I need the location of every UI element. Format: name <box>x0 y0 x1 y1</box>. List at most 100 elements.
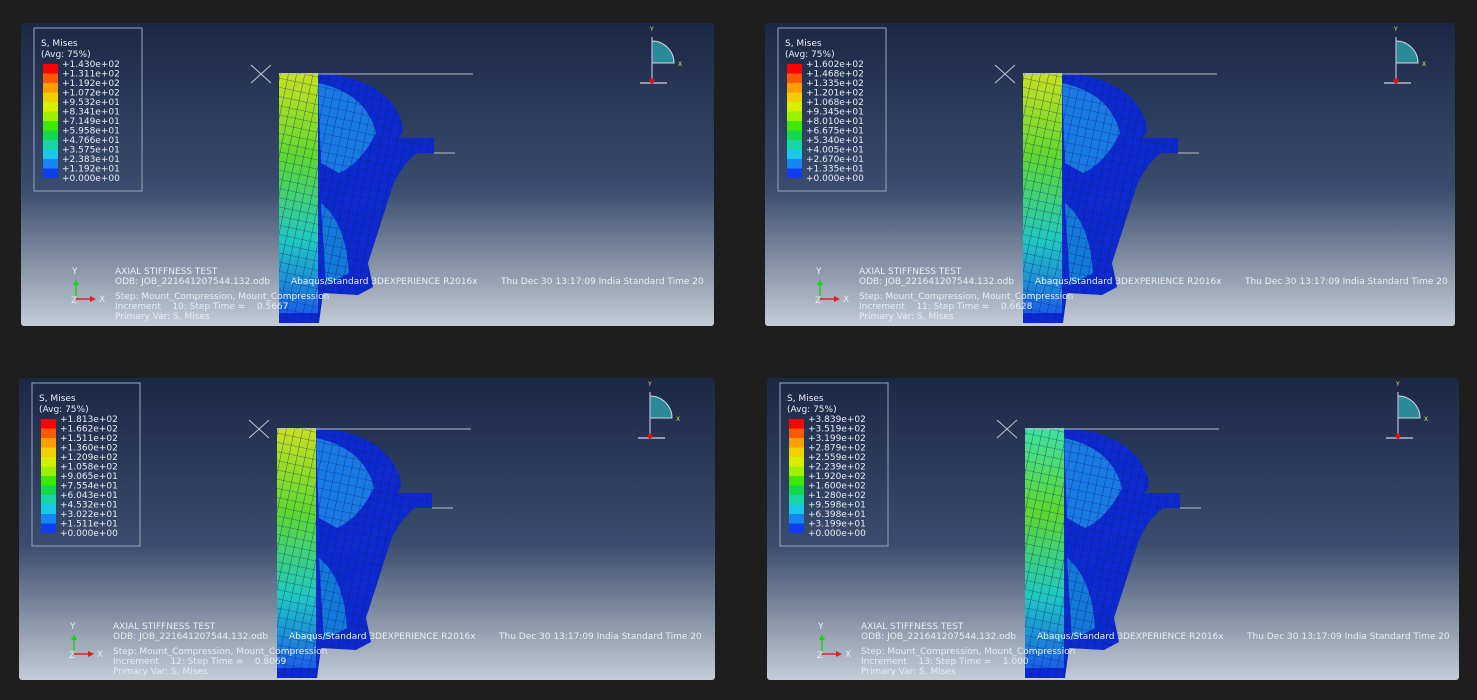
legend-value: +8.010e+01 <box>806 117 864 127</box>
legend-value: +3.839e+02 <box>808 415 866 425</box>
legend-swatch <box>43 111 58 121</box>
view-triad-sector <box>651 40 675 64</box>
legend-swatch <box>43 102 58 112</box>
info-increment: Increment 11: Step Time = 0.6628 <box>859 302 1033 312</box>
triad-x-head <box>834 296 840 302</box>
info-odb: ODB: JOB_221641207544.132.odb <box>859 277 1014 287</box>
info-primary-var: Primary Var: S, Mises <box>861 667 956 677</box>
triad-y-head <box>819 634 825 640</box>
legend-value: +2.670e+01 <box>806 155 864 165</box>
mesh <box>277 428 432 678</box>
legend-swatch <box>41 447 56 457</box>
info-solver: Abaqus/Standard 3DEXPERIENCE R2016x <box>291 277 478 287</box>
info-primary-var: Primary Var: S, Mises <box>113 667 208 677</box>
triad-x-head <box>88 651 94 657</box>
info-date: Thu Dec 30 13:17:09 India Standard Time … <box>1244 277 1448 287</box>
legend-value: +9.065e+01 <box>60 472 118 482</box>
legend-swatch <box>787 111 802 121</box>
legend-swatch <box>41 514 56 524</box>
info-increment: Increment 13: Step Time = 1.000 <box>861 657 1029 667</box>
legend-value: +3.575e+01 <box>62 146 120 156</box>
legend-swatch <box>41 419 56 429</box>
legend-swatch <box>43 149 58 159</box>
legend-swatch <box>789 466 804 476</box>
legend-value: +1.058e+02 <box>60 463 118 473</box>
legend-avg: (Avg: 75%) <box>785 50 835 60</box>
viewport: S, Mises(Avg: 75%)+1.813e+02+1.662e+02+1… <box>19 378 715 680</box>
triad-x: X <box>97 650 103 660</box>
info-title: AXIAL STIFFNESS TEST <box>859 267 962 277</box>
legend-value: +1.468e+02 <box>806 70 864 80</box>
info-odb: ODB: JOB_221641207544.132.odb <box>115 277 270 287</box>
legend-swatch <box>787 64 802 74</box>
info-solver: Abaqus/Standard 3DEXPERIENCE R2016x <box>1035 277 1222 287</box>
view-triad-y: Y <box>1395 381 1400 388</box>
triad-x-head <box>836 651 842 657</box>
legend-value: +5.340e+01 <box>806 136 864 146</box>
legend-value: +9.345e+01 <box>806 108 864 118</box>
legend-value: +1.813e+02 <box>60 415 118 425</box>
view-triad-y: Y <box>649 26 654 33</box>
triad-y: Y <box>815 267 822 277</box>
legend-swatch <box>787 73 802 83</box>
legend-value: +0.000e+00 <box>808 529 866 539</box>
triad-z: Z <box>69 651 75 661</box>
legend-swatch <box>43 73 58 83</box>
legend-swatch <box>41 485 56 495</box>
legend-swatch <box>787 140 802 150</box>
triad-x: X <box>845 650 851 660</box>
legend-swatch <box>789 523 804 533</box>
view-triad-dot <box>1393 78 1399 84</box>
legend-value: +4.766e+01 <box>62 136 120 146</box>
legend-swatch <box>789 495 804 505</box>
legend-swatch <box>43 168 58 178</box>
legend-value: +2.383e+01 <box>62 155 120 165</box>
triad-x-head <box>90 296 96 302</box>
triad-x: X <box>843 295 849 305</box>
legend-value: +9.532e+01 <box>62 98 120 108</box>
info-date: Thu Dec 30 13:17:09 India Standard Time … <box>1246 632 1450 642</box>
legend-swatch <box>789 457 804 467</box>
legend-value: +0.000e+00 <box>806 174 864 184</box>
legend-value: +2.559e+02 <box>808 453 866 463</box>
legend-swatch <box>43 140 58 150</box>
legend-avg: (Avg: 75%) <box>41 50 91 60</box>
legend-box <box>777 27 887 192</box>
legend-swatch <box>787 83 802 93</box>
legend-value: +1.511e+01 <box>60 520 118 530</box>
triad-y: Y <box>71 267 78 277</box>
view-triad-x: X <box>1424 416 1428 423</box>
legend-value: +1.430e+02 <box>62 60 120 70</box>
legend-swatch <box>787 159 802 169</box>
info-title: AXIAL STIFFNESS TEST <box>861 622 964 632</box>
info-odb: ODB: JOB_221641207544.132.odb <box>861 632 1016 642</box>
legend-value: +6.675e+01 <box>806 127 864 137</box>
legend-value: +0.000e+00 <box>62 174 120 184</box>
legend-value: +9.598e+01 <box>808 501 866 511</box>
triad-y: Y <box>69 622 76 632</box>
legend-value: +6.043e+01 <box>60 491 118 501</box>
legend-avg: (Avg: 75%) <box>39 405 89 415</box>
info-solver: Abaqus/Standard 3DEXPERIENCE R2016x <box>1037 632 1224 642</box>
info-increment: Increment 12: Step Time = 0.8069 <box>113 657 287 667</box>
legend-swatch <box>787 121 802 131</box>
marker <box>248 419 270 439</box>
triad-y-head <box>817 279 823 285</box>
legend-title: S, Mises <box>41 39 78 49</box>
legend-swatch <box>789 504 804 514</box>
legend-value: +1.192e+01 <box>62 165 120 175</box>
legend-value: +0.000e+00 <box>60 529 118 539</box>
legend-value: +1.920e+02 <box>808 472 866 482</box>
legend-value: +1.068e+02 <box>806 98 864 108</box>
info-step: Step: Mount_Compression, Mount_Compressi… <box>859 292 1073 302</box>
legend-title: S, Mises <box>39 394 76 404</box>
legend-swatch <box>41 504 56 514</box>
info-step: Step: Mount_Compression, Mount_Compressi… <box>861 647 1075 657</box>
mesh <box>1025 428 1180 678</box>
legend-value: +1.311e+02 <box>62 70 120 80</box>
legend-value: +4.005e+01 <box>806 146 864 156</box>
legend-value: +3.519e+02 <box>808 425 866 435</box>
triad-z: Z <box>71 296 77 306</box>
legend-title: S, Mises <box>785 39 822 49</box>
legend-value: +1.602e+02 <box>806 60 864 70</box>
